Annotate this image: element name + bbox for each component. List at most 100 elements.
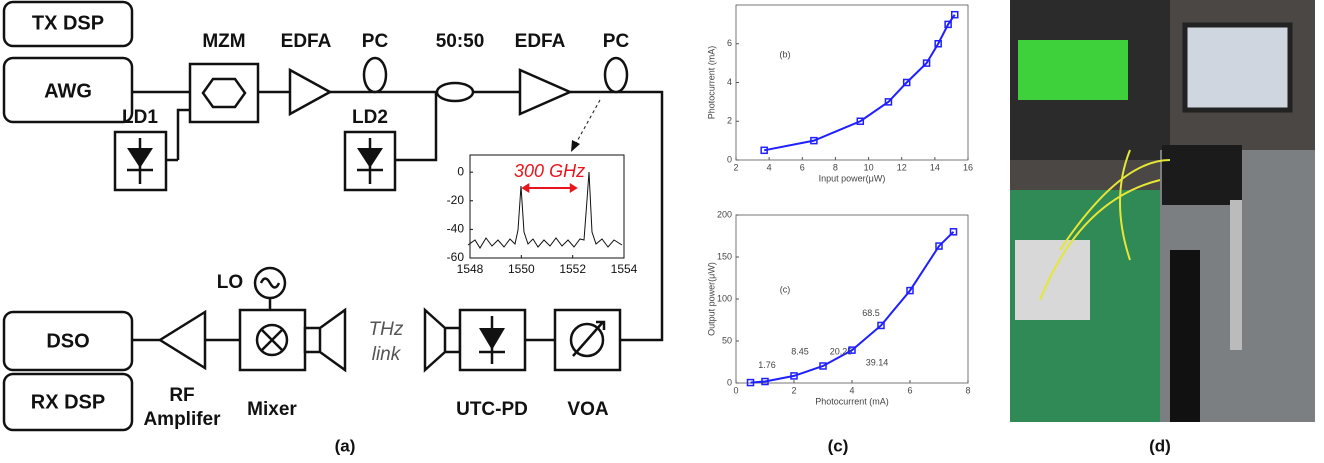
label: AWG (44, 80, 92, 102)
tick-label: 2 (733, 162, 738, 172)
tick-label: 1550 (508, 262, 535, 276)
label: LD2 (352, 107, 388, 128)
tick-label: 100 (717, 293, 732, 303)
data-label: 20.25 (830, 346, 853, 356)
tick-label: 0 (733, 385, 738, 395)
post (1230, 200, 1242, 350)
block (2, 0, 134, 48)
diode (479, 316, 505, 364)
icon (255, 323, 289, 357)
icon (260, 328, 284, 352)
tick-label: 8 (965, 385, 970, 395)
x-axis-label: Photocurrent (mA) (815, 396, 889, 406)
marker (856, 117, 865, 125)
coupler (435, 81, 475, 103)
tick-label: 16 (963, 162, 973, 172)
marker (935, 242, 943, 250)
label: PC (362, 31, 389, 52)
pointer (574, 99, 601, 146)
series-line (763, 14, 956, 152)
label: Amplifer (143, 409, 221, 430)
amplifier (288, 67, 333, 117)
device (1015, 240, 1090, 320)
x-axis-label: Input power(μW) (819, 173, 886, 183)
data-label: 68.5 (862, 308, 880, 318)
tick-label: 2 (791, 385, 796, 395)
marker (884, 98, 893, 106)
marker (819, 362, 827, 370)
fiber (132, 90, 664, 342)
caption: (a) (335, 436, 356, 455)
pc (362, 56, 388, 94)
rail (1170, 250, 1200, 422)
tick-label: 4 (767, 162, 772, 172)
marker (902, 78, 911, 87)
tick-label: 50 (722, 335, 732, 345)
amplifier (518, 68, 574, 116)
marker (906, 286, 914, 295)
tick-label: 150 (717, 251, 732, 261)
label: UTC-PD (456, 399, 528, 420)
label: THz (369, 319, 404, 340)
tick-label: 4 (849, 385, 854, 395)
icon (569, 322, 605, 358)
marker (746, 378, 755, 387)
tick-label: 1554 (611, 262, 638, 276)
block (2, 372, 134, 432)
tick-label: -20 (447, 193, 465, 207)
marker (949, 228, 958, 236)
inset-frame (469, 154, 625, 259)
label: VOA (567, 399, 608, 420)
tick-label: 0 (727, 377, 732, 387)
marker (877, 321, 885, 330)
series-line (750, 231, 955, 384)
y-axis-label: Output power(μW) (706, 262, 716, 336)
tick-label: 2 (727, 116, 732, 126)
horn (303, 307, 347, 373)
panel-label: (b) (780, 49, 791, 59)
icon (572, 320, 606, 357)
label: LD1 (122, 107, 158, 128)
data-label: 8.45 (791, 346, 809, 356)
marker (922, 59, 931, 67)
label: MZM (202, 31, 245, 52)
mount (1162, 145, 1242, 205)
tick-label: 12 (897, 162, 907, 172)
tick-label: 1548 (457, 262, 484, 276)
screen (1018, 40, 1128, 100)
tick-label: 1552 (559, 262, 586, 276)
tick-label: 0 (727, 154, 732, 164)
tick-label: 8 (833, 162, 838, 172)
diode (127, 138, 153, 184)
marker (790, 372, 798, 380)
fiber (1039, 149, 1171, 301)
label: LO (217, 272, 243, 293)
label: EDFA (515, 31, 566, 52)
mzm (188, 62, 260, 124)
plot-frame (735, 214, 969, 384)
y-axis-label: Photocurrent (mA) (706, 46, 716, 120)
icon (259, 277, 281, 289)
caption: (c) (828, 436, 849, 455)
tick-label: 0 (457, 164, 464, 178)
marker (848, 346, 856, 354)
tick-label: -60 (447, 250, 465, 264)
caption: (d) (1149, 436, 1171, 455)
horn (423, 307, 462, 373)
annotation: 300 GHz (514, 161, 585, 181)
data-label: 1.76 (758, 360, 776, 370)
tick-label: 200 (717, 209, 732, 219)
label: TX DSP (32, 12, 104, 34)
tick-label: 10 (864, 162, 874, 172)
marker (810, 136, 818, 145)
plot-frame (735, 4, 969, 161)
icon (201, 77, 247, 109)
label: RF (169, 385, 194, 406)
spectrum-trace (467, 171, 623, 249)
tick-label: 6 (907, 385, 912, 395)
marker (760, 146, 768, 155)
label: DSO (46, 330, 89, 352)
monitor (1182, 22, 1293, 113)
label: RX DSP (31, 391, 105, 413)
photo (1010, 0, 1315, 422)
